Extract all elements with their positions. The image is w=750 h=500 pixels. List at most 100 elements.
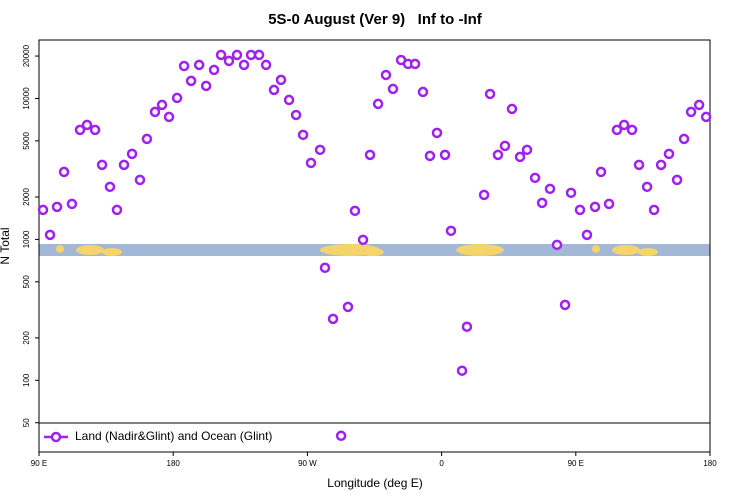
x-tick-label: 90 E [568,459,584,468]
point [238,59,250,71]
point [104,181,116,193]
point [603,198,615,210]
point [581,229,593,241]
point [185,75,197,87]
y-tick-label: 5000 [22,131,31,149]
legend-marker [50,431,62,443]
point [685,106,697,118]
point [633,159,645,171]
point [574,204,586,216]
point [319,262,331,274]
y-tick-label: 200 [22,331,31,345]
point [589,201,601,213]
point [671,174,683,186]
point [663,148,675,160]
point [478,189,490,201]
legend-label: Land (Nadir&Glint) and Ocean (Glint) [75,429,272,443]
y-tick-label: 1000 [22,230,31,248]
point [74,124,86,136]
point [565,187,577,199]
point [89,124,101,136]
point [171,92,183,104]
point [335,430,347,442]
point [44,229,56,241]
point [372,98,384,110]
point [506,103,518,115]
point [387,83,399,95]
x-tick-label: 180 [167,459,181,468]
point [409,58,421,70]
point [200,80,212,92]
x-tick-label: 0 [439,459,444,468]
point [618,119,630,131]
point [193,59,205,71]
point [693,99,705,111]
point [51,201,63,213]
y-tick-label: 20000 [22,44,31,67]
y-tick-label: 2000 [22,188,31,206]
point [215,49,227,61]
point [655,159,667,171]
chart-title: 5S-0 August (Ver 9) Inf to -Inf [268,11,483,28]
point [231,49,243,61]
point [253,49,265,61]
point [417,86,429,98]
point [648,204,660,216]
point [611,124,623,136]
point [521,144,533,156]
point [268,84,280,96]
point [156,99,168,111]
point [290,109,302,121]
point [678,133,690,145]
point [700,111,712,123]
point [275,74,287,86]
point [595,166,607,178]
point [141,133,153,145]
y-tick-label: 50 [22,418,31,427]
point [439,149,451,161]
map-strip [39,244,710,256]
x-tick-label: 180 [703,459,717,468]
point [641,181,653,193]
point [260,59,272,71]
point [536,197,548,209]
x-tick-label: 90 W [298,459,317,468]
point [492,149,504,161]
point [178,60,190,72]
point [81,119,93,131]
point [431,127,443,139]
y-tick-label: 500 [22,275,31,289]
point [96,159,108,171]
point [349,205,361,217]
point [364,149,376,161]
point [484,88,496,100]
point [559,299,571,311]
point [327,313,339,325]
point [544,183,556,195]
point [149,106,161,118]
point [499,140,511,152]
point [357,234,369,246]
point [134,174,146,186]
point [342,301,354,313]
point [111,204,123,216]
point [529,172,541,184]
point [514,151,526,163]
point [66,198,78,210]
point [118,159,130,171]
point [126,148,138,160]
point [461,321,473,332]
point [456,365,468,376]
point [58,166,70,178]
plot-frame [38,39,711,453]
point [223,55,235,67]
point [551,239,563,251]
point [424,150,436,162]
point [314,144,326,156]
point [445,225,457,237]
point [245,49,257,61]
y-axis-label: N Total [0,227,12,264]
x-tick-label: 90 E [31,459,47,468]
y-tick-label: 100 [22,373,31,387]
